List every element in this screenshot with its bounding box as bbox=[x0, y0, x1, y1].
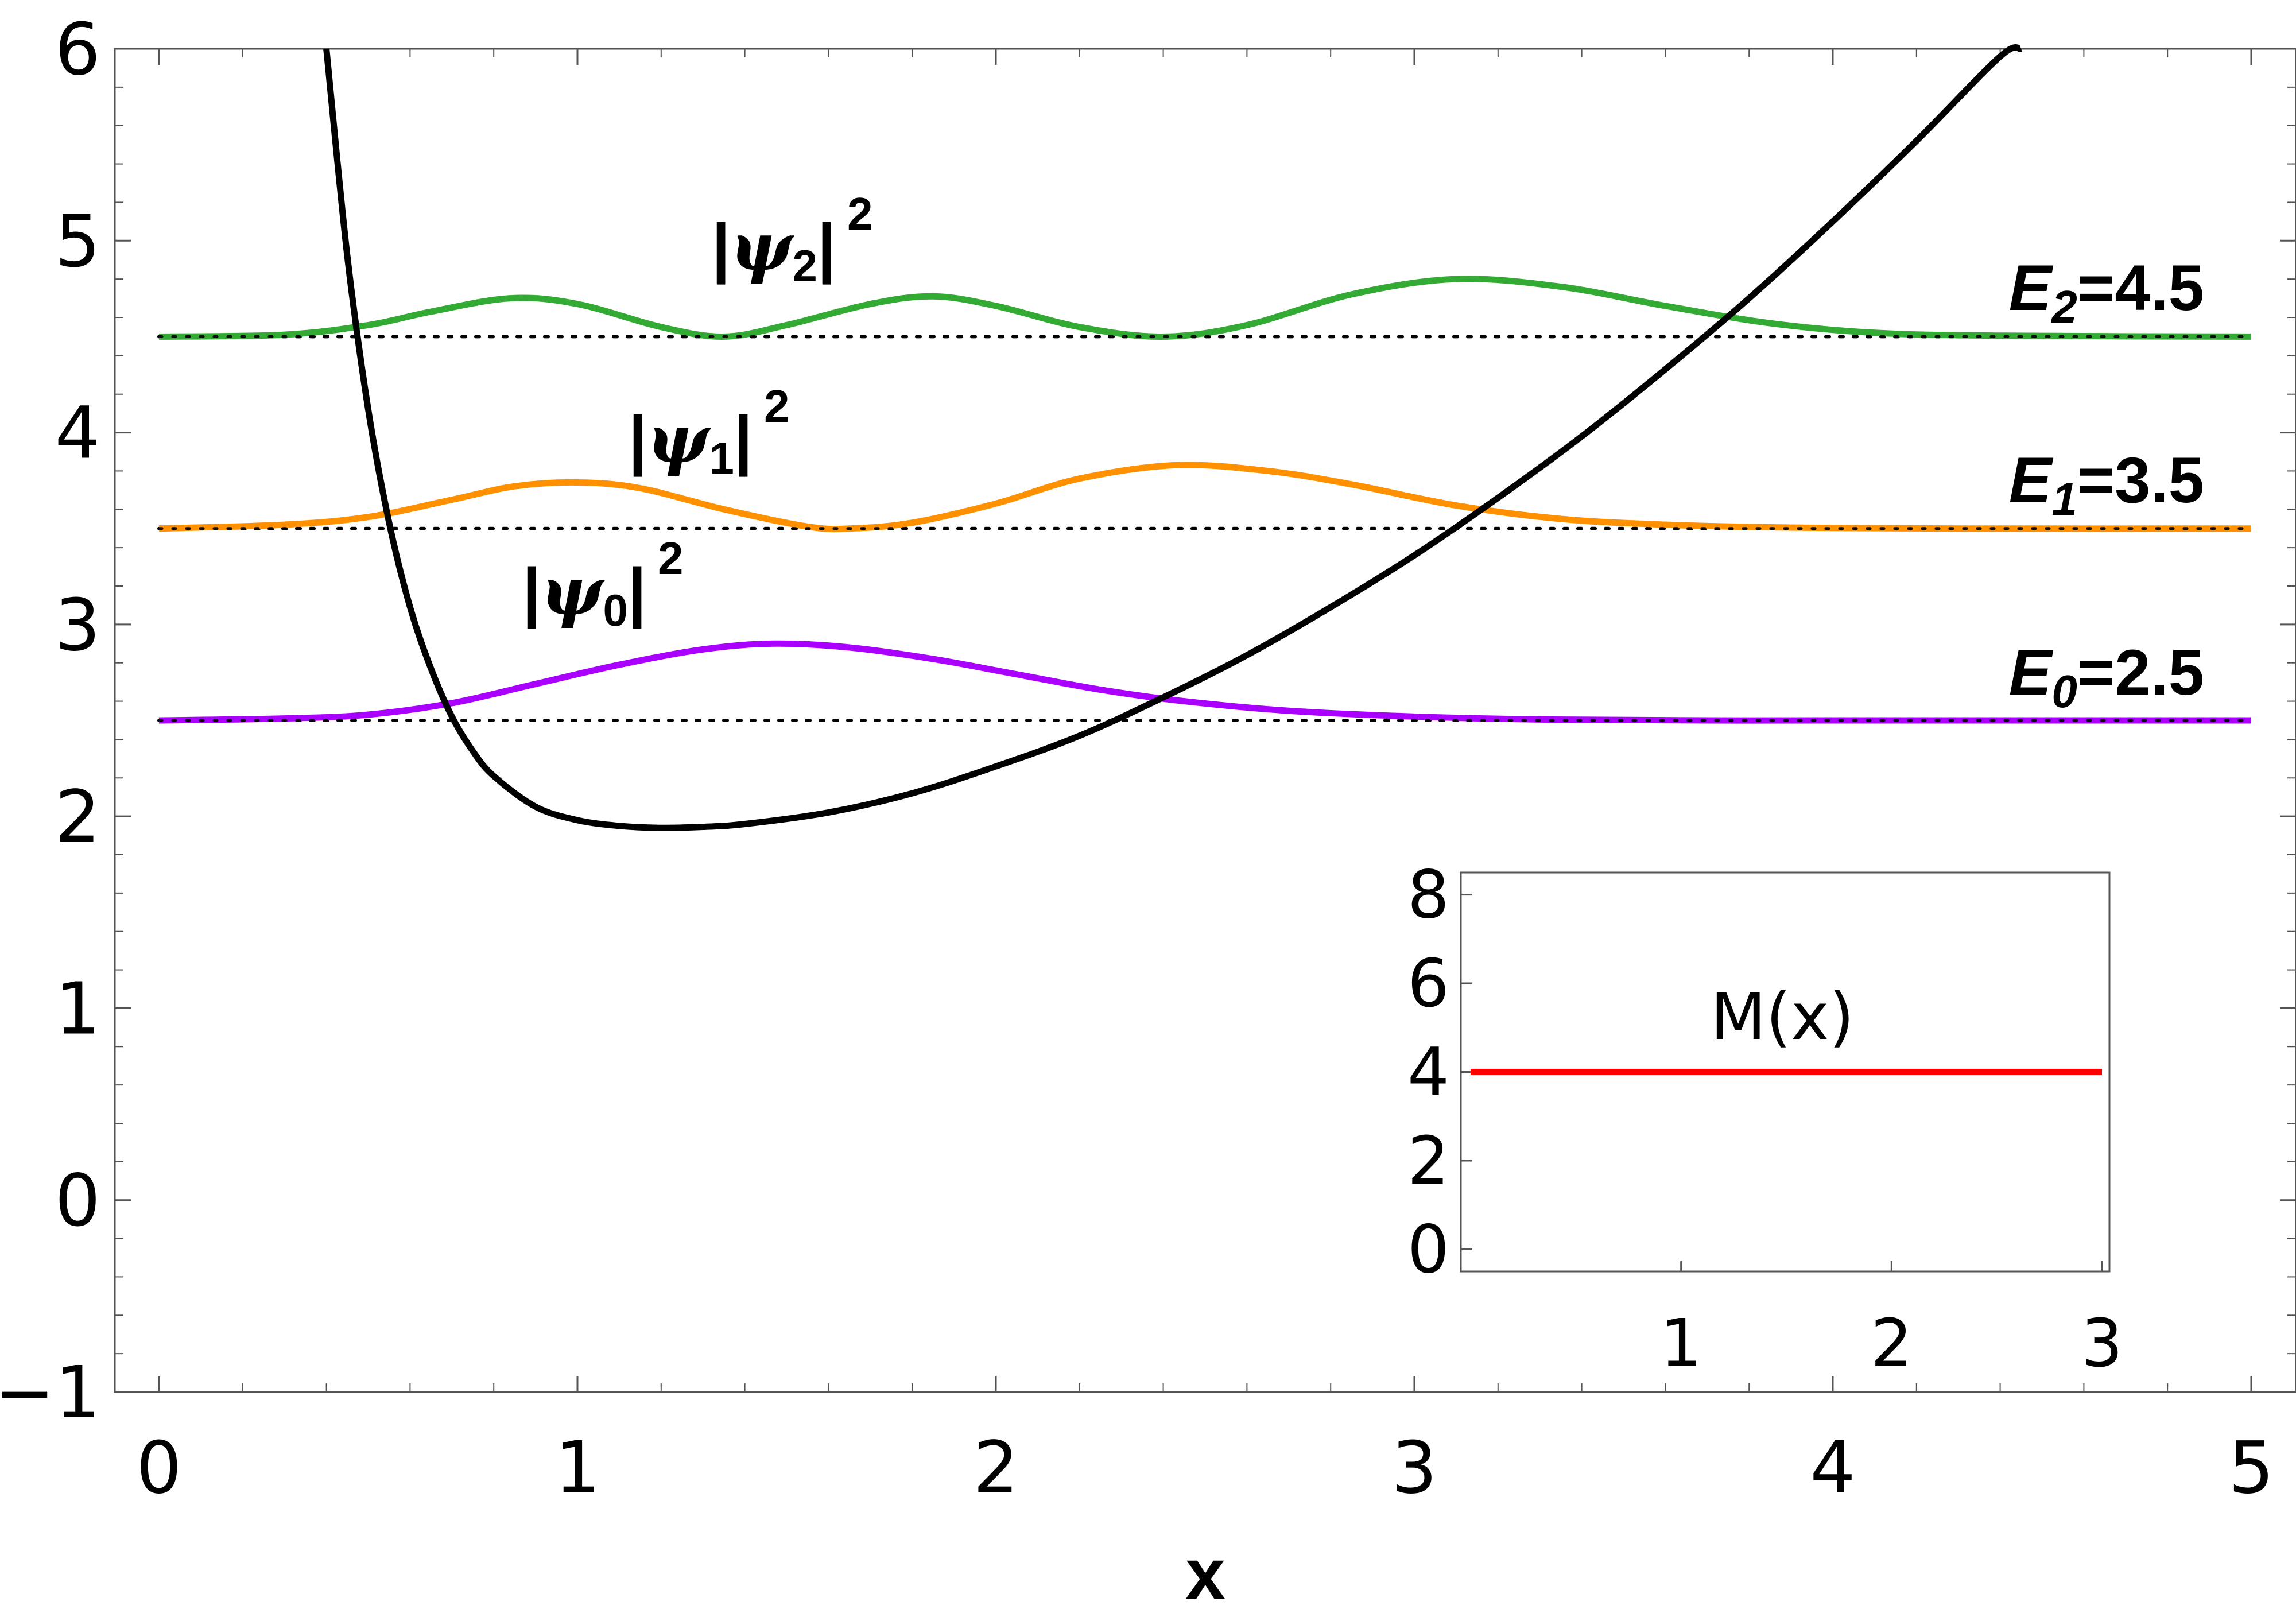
inset-y-tick-label: 8 bbox=[1407, 857, 1449, 934]
inset-y-tick-label: 6 bbox=[1407, 945, 1449, 1022]
y-tick-label: 4 bbox=[55, 392, 100, 475]
x-tick-label: 2 bbox=[973, 1426, 1019, 1510]
main-plot-frame bbox=[114, 48, 2296, 1393]
x-axis-title: x bbox=[1185, 1534, 1225, 1614]
inset-ticks bbox=[1461, 894, 2103, 1271]
y-tick-label: 6 bbox=[55, 8, 100, 91]
psi0-label: |ψ0| 2 bbox=[522, 533, 684, 635]
wavefunction-line bbox=[158, 276, 2252, 340]
inset-tick-labels: 1 2 3 0 2 4 6 8 bbox=[1407, 857, 2123, 1382]
main-ticks bbox=[115, 48, 2296, 1393]
wavefunction-line bbox=[158, 640, 2251, 724]
level-label-e0: E0=2.5 bbox=[2009, 637, 2204, 717]
y-tick-label: −1 bbox=[0, 1351, 100, 1434]
potential-curve bbox=[323, 44, 2022, 831]
y-tick-label: 1 bbox=[55, 967, 100, 1050]
level-label-e1: E1=3.5 bbox=[2009, 444, 2204, 525]
y-tick-label: 5 bbox=[55, 200, 100, 283]
main-tick-labels: 0 1 2 3 4 5 −1 0 1 2 3 4 5 6 bbox=[0, 8, 2274, 1510]
inset-x-tick-label: 1 bbox=[1660, 1305, 1702, 1382]
inset-y-tick-label: 2 bbox=[1407, 1123, 1449, 1200]
y-tick-label: 0 bbox=[55, 1160, 100, 1243]
x-tick-label: 5 bbox=[2228, 1426, 2274, 1510]
x-tick-label: 3 bbox=[1391, 1426, 1437, 1510]
x-tick-label: 0 bbox=[136, 1426, 182, 1510]
x-tick-label: 4 bbox=[1810, 1426, 1856, 1510]
inset-y-tick-label: 4 bbox=[1407, 1034, 1449, 1111]
inset-x-tick-label: 2 bbox=[1871, 1305, 1913, 1382]
inset-x-tick-label: 3 bbox=[2081, 1305, 2123, 1382]
wavefunction-curves bbox=[157, 276, 2253, 724]
wavefunction-line bbox=[158, 462, 2252, 533]
potential-line bbox=[323, 44, 2022, 831]
level-label-e2: E2=4.5 bbox=[2009, 252, 2204, 332]
psi1-label: |ψ1| 2 bbox=[629, 381, 790, 483]
inset-series-label: M(x) bbox=[1711, 980, 1854, 1054]
psi2-label: |ψ2| 2 bbox=[712, 188, 873, 291]
x-tick-label: 1 bbox=[554, 1426, 600, 1510]
y-tick-label: 2 bbox=[55, 775, 100, 859]
inset-y-tick-label: 0 bbox=[1407, 1211, 1449, 1288]
y-tick-label: 3 bbox=[55, 584, 100, 667]
